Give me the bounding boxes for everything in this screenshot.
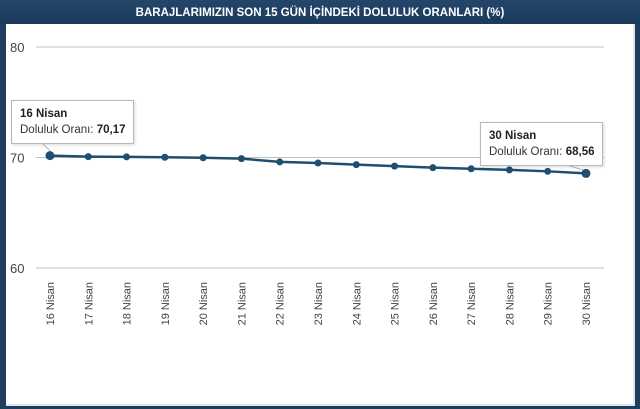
data-point-marker [352,161,360,169]
x-axis-tick-label: 25 Nisan [390,282,402,325]
y-axis-tick-label: 60 [10,261,24,276]
data-point-marker [505,166,513,174]
x-axis-tick-label: 22 Nisan [275,282,287,325]
chart-title: BARAJLARIMIZIN SON 15 GÜN İÇİNDEKİ DOLUL… [0,0,640,24]
x-axis-tick-label: 24 Nisan [351,282,363,325]
data-point-marker [237,155,245,163]
line-chart: 60 70 80 16 Nisan 17 Nisan 18 Nisan 19 Nisan 20… [10,40,604,325]
data-point-marker [429,164,437,172]
data-point-marker [45,151,55,161]
tooltip-date: 16 Nisan [20,108,68,120]
data-point-marker [581,168,591,178]
x-axis-tick-label: 20 Nisan [198,282,210,325]
x-axis-tick-label: 21 Nisan [236,282,248,325]
data-point-marker [161,153,169,161]
x-axis-tick-label: 23 Nisan [313,282,325,325]
x-axis-tick-label: 28 Nisan [504,282,516,325]
data-point-marker [276,158,284,166]
plot-panel: 60 70 80 16 Nisan 17 Nisan 18 Nisan 19 Nisan 20… [6,24,635,406]
tooltip-value: 70,17 [96,124,126,136]
tooltip-label: Doluluk Oranı: [489,146,566,158]
tooltip-value: 68,56 [565,146,595,158]
data-point-marker [123,153,131,161]
x-axis-tick-label: 19 Nisan [160,282,172,325]
x-axis-tick-label: 27 Nisan [466,282,478,325]
x-axis-tick-label: 29 Nisan [543,282,555,325]
tooltip-first-point: 16 Nisan Doluluk Oranı: 70,17 [11,100,135,144]
tooltip-label: Doluluk Oranı: [20,124,97,136]
data-point-marker [391,162,399,170]
x-axis-tick-label: 26 Nisan [428,282,440,325]
data-point-marker [314,159,322,167]
x-axis-tick-label: 17 Nisan [83,282,95,325]
data-point-marker [544,167,552,175]
data-point-marker [467,165,475,173]
tooltip-date: 30 Nisan [489,130,537,142]
data-point-marker [199,154,207,162]
y-axis-tick-label: 80 [10,40,24,55]
x-axis-tick-label: 18 Nisan [122,282,134,325]
tooltip-last-point: 30 Nisan Doluluk Oranı: 68,56 [480,122,604,166]
x-axis-tick-label: 30 Nisan [581,282,593,325]
data-point-marker [84,153,92,161]
x-axis-tick-label: 16 Nisan [45,282,57,325]
y-axis-tick-label: 70 [10,151,24,166]
